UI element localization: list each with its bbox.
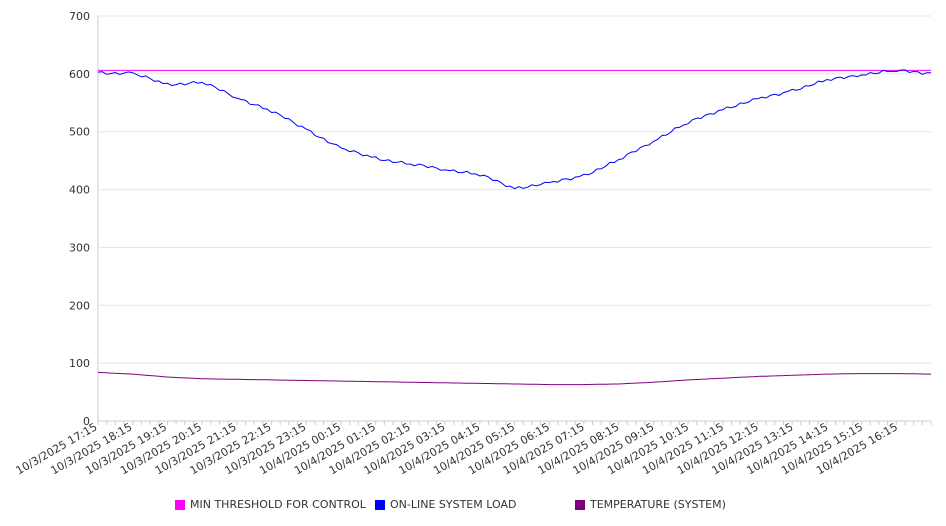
legend-label-system-load: ON-LINE SYSTEM LOAD <box>390 498 517 511</box>
legend-item-min-threshold[interactable]: MIN THRESHOLD FOR CONTROL <box>175 498 366 511</box>
line-chart: 0 100 200 300 400 500 600 700 10/3/2025 17:1510… <box>14 10 932 477</box>
legend-item-temperature[interactable]: TEMPERATURE (SYSTEM) <box>575 498 726 511</box>
y-tick-label: 500 <box>69 126 90 139</box>
series-line-1 <box>97 69 931 190</box>
y-axis-ticks: 0 100 200 300 400 500 600 700 <box>69 10 90 428</box>
legend-item-system-load[interactable]: ON-LINE SYSTEM LOAD <box>375 498 516 511</box>
axes <box>97 16 932 425</box>
series-line-2 <box>97 371 931 386</box>
y-tick-label: 300 <box>69 241 90 254</box>
y-tick-label: 700 <box>69 10 90 23</box>
y-tick-label: 600 <box>69 68 90 81</box>
gridlines <box>98 15 931 422</box>
y-tick-label: 200 <box>69 299 90 312</box>
legend-swatch-temperature <box>575 499 585 510</box>
series-lines <box>97 69 931 386</box>
legend-swatch-system-load <box>375 499 385 510</box>
legend: MIN THRESHOLD FOR CONTROL ON-LINE SYSTEM… <box>0 496 946 516</box>
legend-label-min-threshold: MIN THRESHOLD FOR CONTROL <box>190 498 366 511</box>
legend-label-temperature: TEMPERATURE (SYSTEM) <box>590 498 726 511</box>
y-tick-label: 400 <box>69 184 90 197</box>
y-tick-label: 100 <box>69 357 90 370</box>
y-tick-label: 0 <box>83 415 90 428</box>
legend-swatch-min-threshold <box>175 499 185 510</box>
